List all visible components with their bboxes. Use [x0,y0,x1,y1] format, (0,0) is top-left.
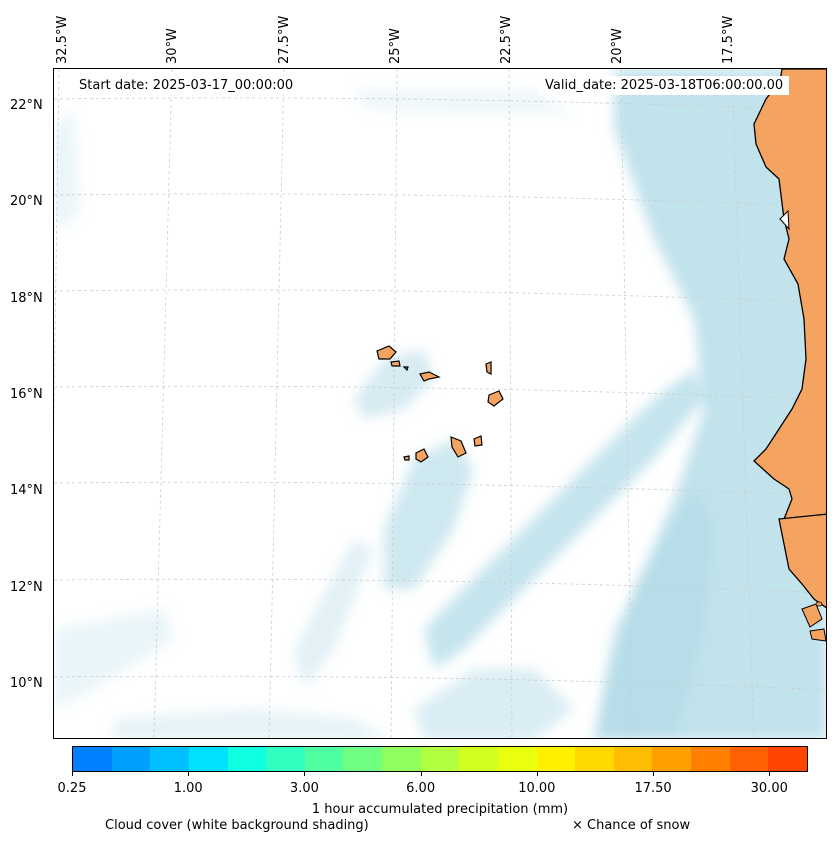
colorbar-cell [536,747,576,771]
colorbar-cell [304,747,344,771]
lon-label-20w: 20°W [610,28,625,64]
lon-label-22-5w: 22.5°W [499,15,514,64]
colorbar-cell [497,747,537,771]
island-brava [403,455,410,461]
bijagos-islands [801,603,823,628]
island-boa-vista [487,390,504,407]
lon-label-17-5w: 17.5°W [721,15,736,64]
cloud-band-southeast [594,489,714,738]
island-maio [473,435,483,447]
colorbar-tick-mark [304,772,306,776]
colorbar-cell [266,747,305,771]
island-sal [485,361,492,375]
precipitation-colorbar [72,746,808,772]
map-panel[interactable] [53,68,827,739]
cloud-streak-south [414,669,574,738]
cape-verde-islands [376,345,504,463]
colorbar-cell [691,747,730,771]
lat-label-22n: 22°N [10,98,43,113]
colorbar-cell [652,747,691,771]
lat-label-16n: 16°N [10,387,43,402]
lat-label-12n: 12°N [10,580,43,595]
snow-legend: × Chance of snow [572,818,691,833]
colorbar-cell [150,747,189,771]
colorbar-tick-label: 1.00 [173,781,203,796]
land-africa [753,69,826,642]
lat-label-10n: 10°N [10,676,43,691]
map-canvas [54,69,826,738]
island-santa-luzia [402,366,409,372]
cloud-haze-west [54,109,79,229]
island-santo-antao [376,345,397,360]
colorbar-cell [729,747,769,771]
colorbar-cell [343,747,382,771]
colorbar-tick-mark [72,772,73,776]
colorbar-cell [382,747,421,771]
valid-date-box: Valid_date: 2025-03-18T06:00:00.00 [539,76,790,95]
colorbar-cell [188,747,228,771]
colorbar-tick-label: 30.00 [750,781,788,796]
cloud-cover-shading [54,69,826,738]
lon-label-30w: 30°W [165,28,180,64]
graticule [54,69,826,738]
africa-coast-south [778,513,826,609]
island-sao-nicolau [419,371,441,382]
cloud-cover-legend: Cloud cover (white background shading) [105,818,369,833]
lon-label-32-5w: 32.5°W [55,15,70,64]
island-sao-vicente [390,360,401,367]
colorbar-tick-label: 6.00 [406,781,436,796]
cloud-haze-bottom [114,709,391,738]
colorbar-tick-mark [420,772,422,776]
island-santiago [450,436,467,458]
colorbar-cell [459,747,498,771]
colorbar-tick-label: 10.00 [518,781,556,796]
island-fogo [415,448,429,463]
cloud-haze-southwest [54,609,174,709]
colorbar-tick-mark [653,772,655,776]
colorbar-tick-mark [188,772,190,776]
cloud-streak-islands [384,439,474,589]
colorbar-label: 1 hour accumulated precipitation (mm) [311,802,569,817]
colorbar-cell [768,747,807,771]
colorbar-tick-label: 17.50 [634,781,672,796]
cloud-haze-north [354,89,574,114]
start-date-box: Start date: 2025-03-17_00:00:00 [73,76,300,95]
colorbar-cell [111,747,151,771]
lon-label-27-5w: 27.5°W [277,15,292,64]
cloud-streak-center [424,369,704,669]
colorbar-cell [227,747,267,771]
colorbar-cell [613,747,653,771]
coast-inlet [779,209,790,231]
lon-label-25w: 25°W [388,28,403,64]
cloud-streak-southwest [294,539,374,689]
lat-label-14n: 14°N [10,483,43,498]
colorbar-tick-mark [536,772,538,776]
colorbar-tick-label: 3.00 [289,781,319,796]
cloud-streak-north-islands [354,349,434,419]
colorbar-tick-mark [769,772,771,776]
colorbar-cell [575,747,614,771]
colorbar-cell [420,747,460,771]
colorbar-tick-label: 0.25 [57,781,87,796]
lat-label-18n: 18°N [10,291,43,306]
lat-label-20n: 20°N [10,194,43,209]
colorbar-cell [73,747,112,771]
